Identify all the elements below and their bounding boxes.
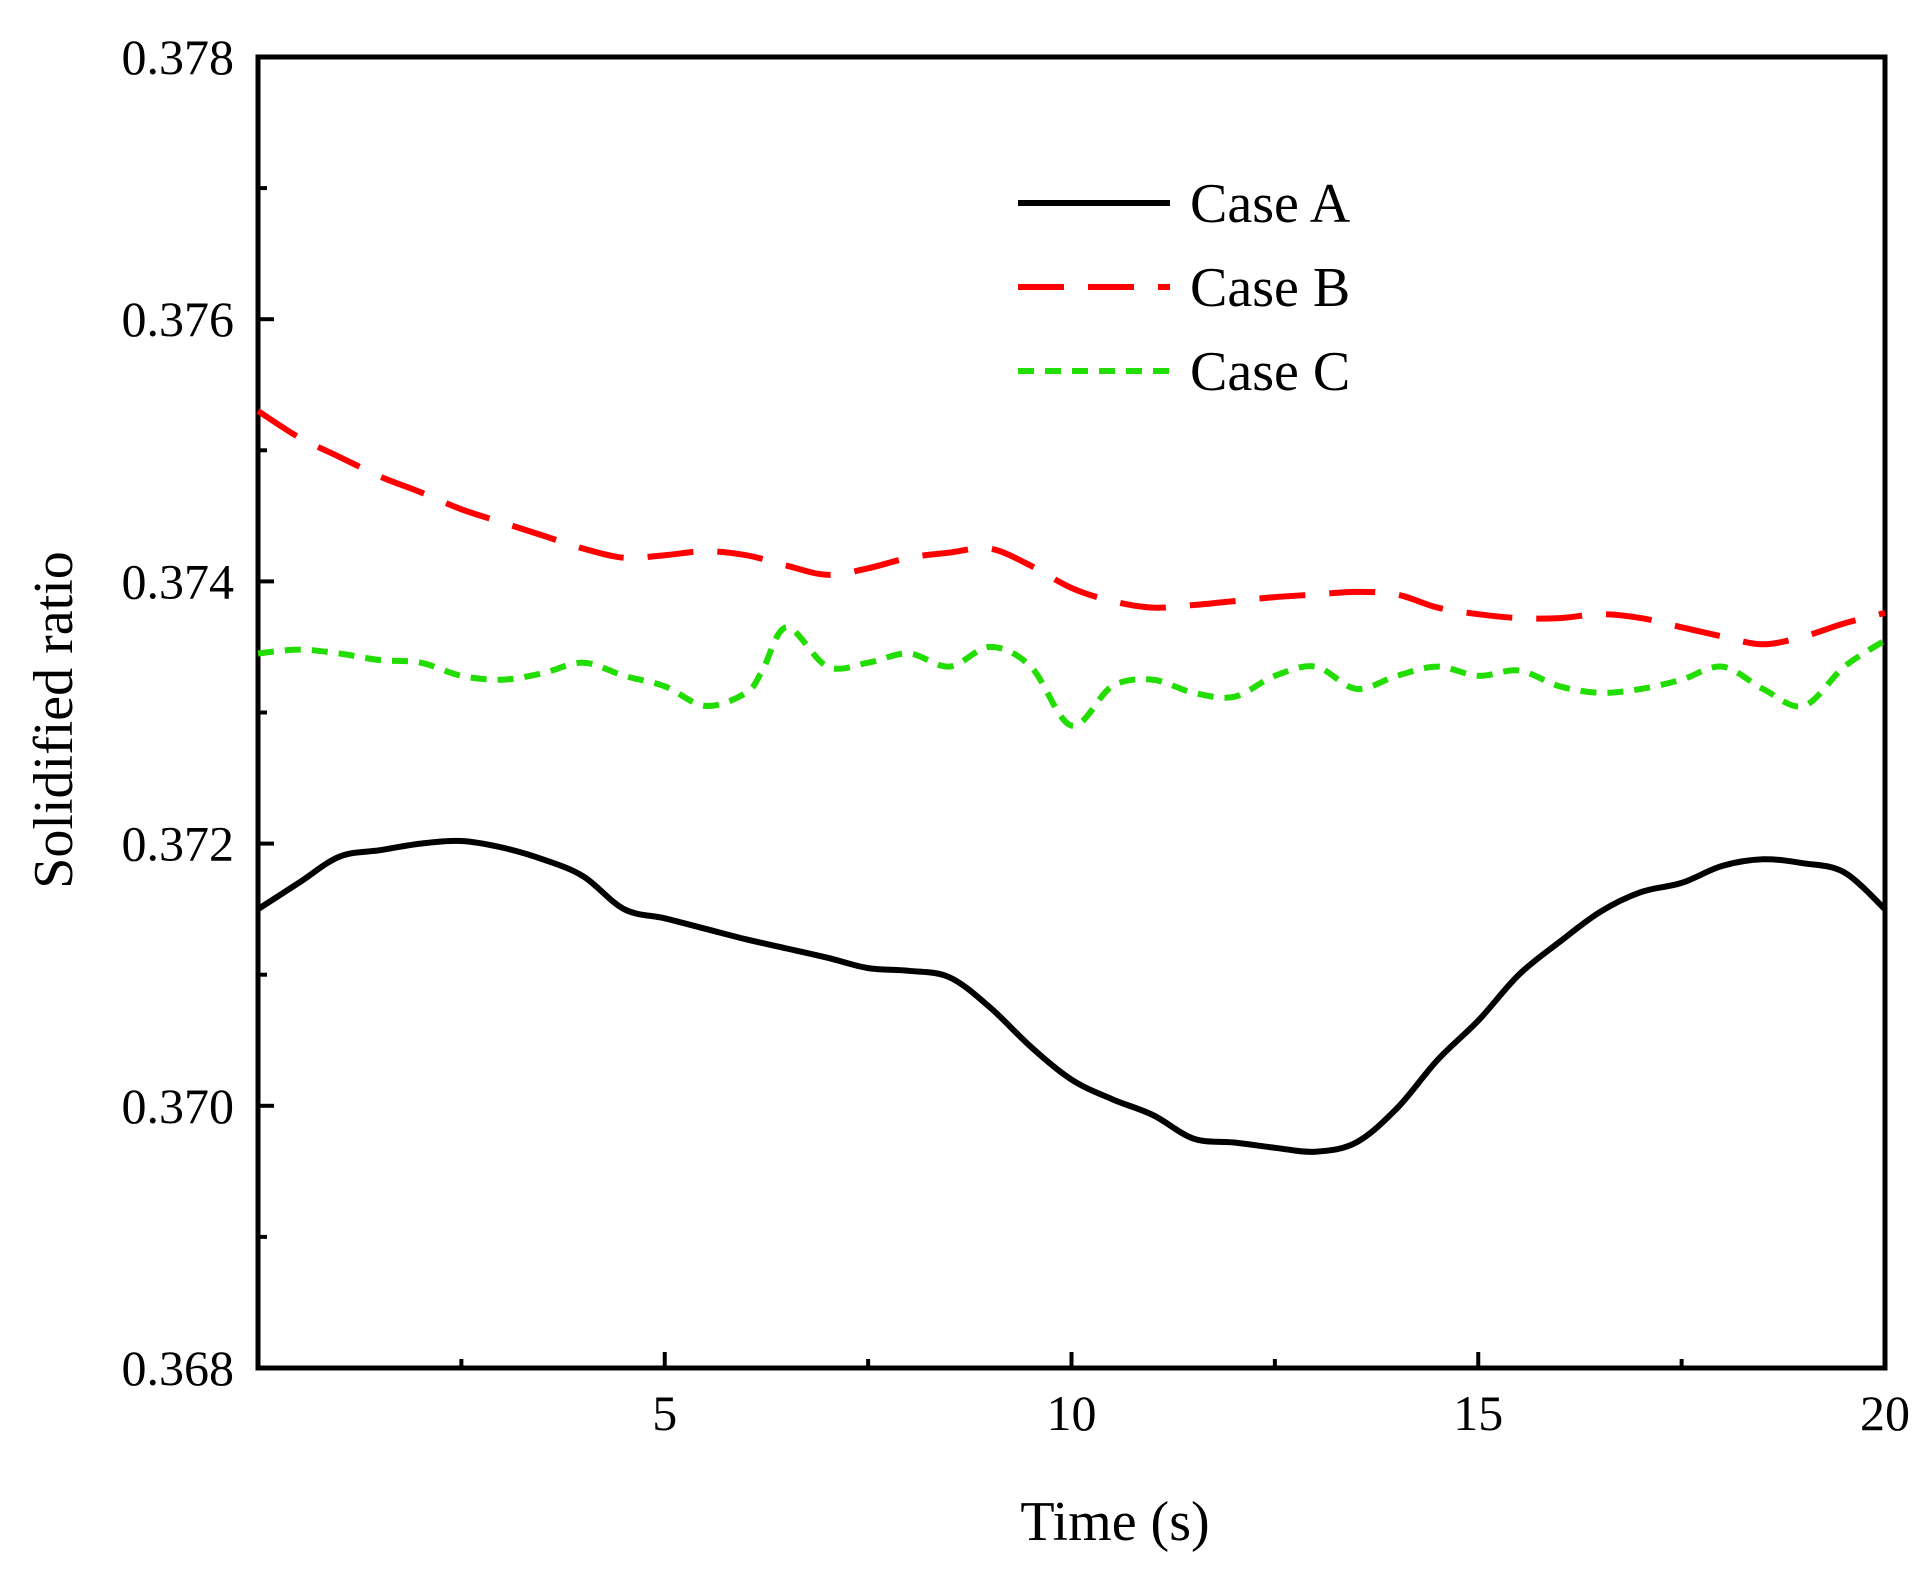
y-axis-tick-labels: 0.368 0.370 0.372 0.374 0.376 0.378 <box>122 29 235 1396</box>
y-tick-label: 0.372 <box>122 816 235 872</box>
x-tick-label: 20 <box>1860 1385 1910 1441</box>
legend-label-case-a: Case A <box>1190 173 1351 235</box>
series-layer <box>256 408 1888 1155</box>
series-line-case-c <box>257 624 1887 729</box>
legend: Case A Case B Case C <box>1018 173 1351 403</box>
y-axis-title: Solidified ratio <box>23 551 85 889</box>
y-tick-label: 0.374 <box>122 553 235 609</box>
x-axis-tick-labels: 5 10 15 20 <box>652 1385 1910 1441</box>
legend-label-case-c: Case C <box>1190 341 1350 403</box>
y-tick-label: 0.378 <box>122 29 235 85</box>
series-line-case-b <box>256 408 1886 648</box>
x-tick-label: 15 <box>1453 1385 1503 1441</box>
x-tick-label: 10 <box>1047 1385 1097 1441</box>
x-axis-title: Time (s) <box>1020 1491 1209 1553</box>
y-tick-label: 0.376 <box>122 291 235 347</box>
legend-label-case-b: Case B <box>1190 257 1350 319</box>
y-tick-label: 0.368 <box>122 1340 235 1396</box>
y-axis-ticks <box>258 55 274 1370</box>
plot-frame <box>255 54 1888 1371</box>
series-line-case-a <box>256 837 1888 1155</box>
plot-area <box>255 54 1888 1371</box>
y-tick-label: 0.370 <box>122 1078 235 1134</box>
x-tick-label: 5 <box>652 1385 677 1441</box>
x-axis-ticks <box>459 1352 1887 1368</box>
